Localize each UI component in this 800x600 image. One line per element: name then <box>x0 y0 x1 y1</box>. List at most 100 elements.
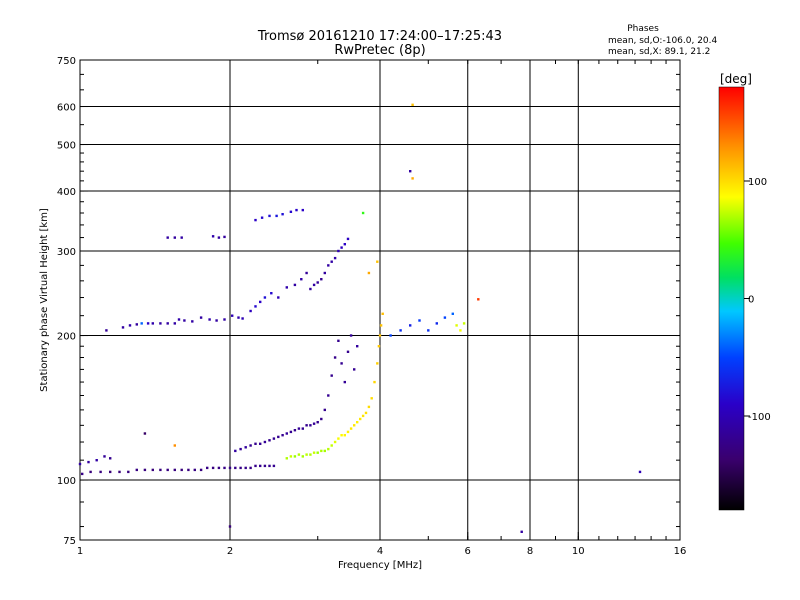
data-point <box>353 368 356 371</box>
data-point <box>455 324 458 327</box>
data-point <box>187 468 190 472</box>
data-point <box>330 444 333 447</box>
data-point <box>173 468 176 472</box>
data-point <box>166 322 169 325</box>
data-point <box>128 324 132 327</box>
data-point <box>297 427 301 430</box>
data-point <box>272 437 276 440</box>
y-tick-label: 100 <box>57 476 76 487</box>
data-point <box>275 214 278 218</box>
data-point <box>259 442 262 445</box>
data-point <box>173 236 176 239</box>
data-point <box>211 235 215 238</box>
data-point <box>293 429 297 432</box>
data-point <box>81 472 84 476</box>
data-point <box>89 470 92 474</box>
data-point <box>183 319 186 322</box>
data-point <box>254 442 257 445</box>
data-point <box>260 216 264 219</box>
data-point <box>305 424 308 427</box>
data-point <box>379 324 383 327</box>
data-point <box>411 177 414 180</box>
data-point <box>199 316 203 319</box>
data-point <box>211 466 215 470</box>
data-point <box>409 324 412 327</box>
data-point <box>263 464 267 468</box>
data-point <box>143 432 147 435</box>
data-point <box>241 317 244 320</box>
data-point <box>435 322 438 325</box>
chart-title-line1: Tromsø 20161210 17:24:00–17:25:43 <box>257 29 502 44</box>
data-point <box>272 464 276 468</box>
data-point <box>305 453 308 456</box>
data-point <box>135 468 138 472</box>
data-point <box>323 408 326 412</box>
data-point <box>359 417 362 421</box>
data-point <box>208 318 211 321</box>
data-point <box>316 281 319 284</box>
data-point <box>140 322 143 325</box>
data-point <box>228 466 232 470</box>
data-point <box>333 256 337 260</box>
data-point <box>443 316 447 319</box>
chart-title-line2: RwPretec (8p) <box>334 43 425 58</box>
data-point <box>249 444 252 447</box>
data-point <box>353 424 356 427</box>
colorbar-label: [deg] <box>720 72 752 86</box>
data-point <box>289 210 293 213</box>
data-point <box>376 362 379 365</box>
data-point <box>268 439 271 442</box>
data-point <box>451 312 454 315</box>
data-point <box>373 380 376 384</box>
data-point <box>191 320 194 323</box>
phase-stats-o: mean, sd,O:-106.0, 20.4 <box>608 36 718 46</box>
data-point <box>109 470 112 474</box>
data-point <box>151 468 154 472</box>
y-axis-ticks: 75 100 200 300 400 500 600 750 <box>57 56 680 547</box>
data-points <box>78 103 642 533</box>
data-point <box>215 319 218 322</box>
data-point <box>301 455 304 458</box>
colorbar-ticks: 100 0 -100 <box>744 177 771 423</box>
data-point <box>244 446 247 449</box>
data-point <box>206 466 209 470</box>
data-point <box>327 264 330 267</box>
phase-stats-heading: Phases <box>627 24 659 34</box>
data-point <box>103 455 106 458</box>
data-point <box>323 449 326 453</box>
x-tick-label: 2 <box>227 546 233 557</box>
y-tick-label: 200 <box>57 332 76 343</box>
data-point <box>173 322 176 325</box>
data-point <box>177 318 181 321</box>
data-point <box>228 525 232 528</box>
data-point <box>173 444 176 447</box>
x-tick-label: 4 <box>377 546 383 557</box>
data-point <box>289 430 293 434</box>
data-point <box>285 457 288 460</box>
data-point <box>343 243 346 246</box>
data-point <box>109 457 112 460</box>
data-point <box>346 430 350 434</box>
data-point <box>411 103 414 106</box>
colorbar-tick-label: -100 <box>748 412 771 423</box>
y-tick-label: 75 <box>63 536 76 547</box>
data-point <box>237 316 240 319</box>
data-point <box>249 466 252 470</box>
data-point <box>330 374 333 377</box>
data-point <box>333 440 337 444</box>
data-point <box>381 312 384 315</box>
data-point <box>378 334 382 337</box>
data-point <box>105 329 108 332</box>
data-point <box>166 236 169 239</box>
data-point <box>340 434 343 437</box>
data-point <box>301 427 304 430</box>
data-point <box>95 459 98 462</box>
data-point <box>268 214 271 218</box>
data-point <box>127 470 130 474</box>
data-point <box>367 405 371 409</box>
data-point <box>337 249 340 253</box>
data-point <box>159 468 162 472</box>
data-point <box>364 411 368 415</box>
data-point <box>418 319 421 322</box>
data-point <box>121 326 125 329</box>
